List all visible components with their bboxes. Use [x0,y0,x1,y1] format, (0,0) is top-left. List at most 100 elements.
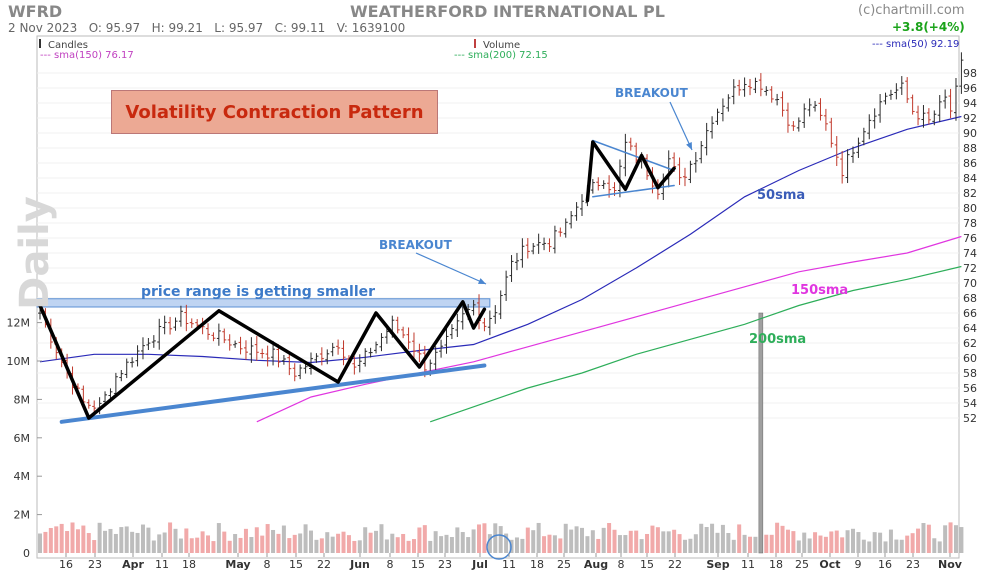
price-tick-label: 60 [963,352,977,365]
breakout-label-1: BREAKOUT [379,238,452,252]
volume-bar [298,533,303,553]
volume-bar [807,538,812,553]
price-tick-label: 96 [963,82,977,95]
volume-bar [455,527,460,553]
volume-bar [617,535,622,553]
volume-bar [693,534,698,553]
volume-bar [894,539,899,553]
price-tick-label: 66 [963,307,977,320]
legend-volume: Volume [474,39,520,51]
volume-bar [672,529,677,553]
price-tick-label: 62 [963,337,977,350]
date-tick-label: 11 [502,558,516,571]
price-tick-label: 64 [963,322,977,335]
volume-bar [580,527,584,553]
volume-bar [558,538,563,553]
volume-tick-label: 2M [14,509,31,522]
volume-bar [699,523,704,553]
volume-tick-label: 6M [14,432,31,445]
date-tick-label: 18 [530,558,544,571]
volume-bar [710,523,715,553]
price-tick-label: 78 [963,217,977,230]
volume-bar [178,538,183,553]
price-tick-label: 72 [963,262,977,275]
volume-bar [97,522,102,553]
volume-bar [265,524,270,553]
base-trendline [59,363,487,424]
price-tick-label: 52 [963,412,977,425]
volume-bar [195,537,200,553]
volume-bar [330,536,335,553]
breakout-label-2: BREAKOUT [615,86,688,100]
volume-bar [271,529,276,553]
quote-high: H: 99.21 [151,21,203,35]
volume-bar [612,529,617,553]
price-tick-label: 88 [963,142,977,155]
volume-bar [206,535,211,553]
volume-bar [943,525,948,553]
date-tick-label: 15 [411,558,425,571]
volume-bar [303,524,308,553]
volume-bar [796,540,801,553]
volume-bar [867,541,872,553]
price-axis: 52 54 56 58 60 62 64 66 68 70 72 74 76 78 80 82 84 86 88 90… [963,67,977,425]
volume-bar [395,537,400,553]
volume-bar [655,527,660,553]
volume-bar [43,531,48,553]
volume-bar [818,535,823,553]
volume-bar [113,533,118,553]
volume-bar [309,530,313,553]
date-tick-label: 8 [618,558,625,571]
volume-bar [292,534,297,553]
volume-tick-label: 0 [23,547,30,560]
volume-axis: 0 2M 4M 6M 8M 10M 12M [7,317,42,560]
price-tick-label: 86 [963,157,977,170]
volume-bar [720,524,725,553]
volume-bar [108,528,113,553]
volume-bar [623,535,628,553]
date-tick-label: 9 [855,558,862,571]
price-tick-label: 90 [963,127,977,140]
volume-bar [384,539,389,553]
volume-bar [639,539,644,553]
sma-line-50 [39,115,962,364]
date-tick-label: Jul [471,558,488,571]
price-tick-label: 94 [963,97,977,110]
volume-bar [368,532,373,553]
date-tick-label: 16 [59,558,73,571]
volume-bar [200,531,205,553]
volume-bar [753,536,758,553]
volume-bar [666,531,671,553]
volume-bar [856,532,861,553]
date-tick-label: Sep [706,558,729,571]
date-tick-label: Jun [349,558,370,571]
pattern-overlay [38,101,693,424]
volume-bar [910,533,915,553]
volume-bar [628,530,633,553]
volume-bar [829,531,834,553]
range-band-rect [36,298,491,308]
volume-bar [780,525,785,553]
volume-bar [552,535,557,553]
volume-bar [254,527,259,553]
volume-bar [840,537,845,553]
sma150-label: 150sma [791,283,849,298]
volume-bar [791,531,796,553]
date-tick-label: 23 [906,558,920,571]
zigzag-base [38,300,487,420]
volume-bar [758,312,764,554]
volume-bar [325,532,330,553]
volume-bar [162,532,167,553]
volume-bar [748,536,753,553]
volume-bar [341,531,346,553]
volume-bar [645,533,650,553]
date-tick-label: 22 [668,558,682,571]
quote-line: 2 Nov 2023 O: 95.97 H: 99.21 L: 95.97 C:… [8,21,405,35]
volume-bar [607,523,612,553]
legend-sma150: --- sma(150) 76.17 [40,50,134,61]
sma-line-200 [430,265,962,423]
volume-bar [422,525,427,553]
volume-bar [189,538,194,553]
daily-watermark: Daily [11,196,58,310]
volume-bar [216,523,221,553]
